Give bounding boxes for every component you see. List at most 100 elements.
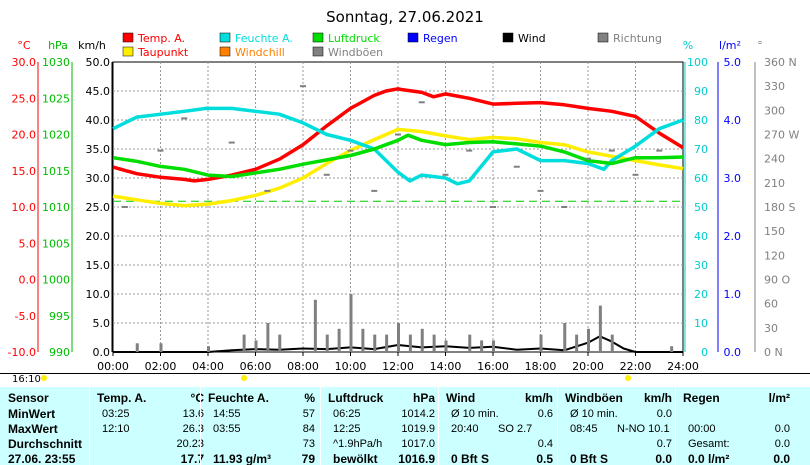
col-4-val-3: 0.0	[655, 452, 672, 465]
col-1-val-3: 79	[301, 452, 315, 465]
tick-press-7: 995	[49, 310, 70, 323]
tick-hum-4: 60	[694, 172, 708, 185]
tick-press-6: 1000	[42, 274, 70, 287]
col-0-time-0: 03:25	[102, 408, 130, 420]
x-label-3: 06:00	[240, 360, 272, 373]
col-5-val-3: 0.0	[773, 452, 790, 465]
tick-wind-10: 0.0	[93, 346, 111, 359]
gust-bar-19	[468, 334, 472, 352]
tick-wind-2: 40.0	[86, 114, 111, 127]
col-5-val-2: 0.0	[774, 438, 790, 450]
col-unit-1: %	[304, 391, 315, 405]
tick-temp-5: 5.0	[19, 237, 37, 250]
legend-swatch-1	[219, 32, 231, 43]
column-separator-4	[557, 387, 558, 465]
x-label-5: 10:00	[335, 360, 367, 373]
tick-rain-4: 1.0	[724, 288, 742, 301]
col-title-0: Temp. A.	[97, 391, 147, 405]
gust-bar-14	[397, 323, 400, 352]
legend-label-0: Temp. A.	[137, 32, 185, 45]
tick-press-0: 1030	[42, 56, 70, 69]
x-label-12: 24:00	[667, 360, 699, 373]
gust-bar-23	[563, 323, 567, 352]
tick-press-3: 1015	[42, 165, 70, 178]
gust-bar-15	[408, 334, 412, 352]
gust-bar-21	[492, 340, 495, 352]
direction-mark-9	[395, 133, 401, 136]
tick-dir-12: 0 N	[764, 346, 783, 359]
col-1-time-3: 11.93 g/m³	[213, 452, 272, 465]
unit-temp: °C	[17, 39, 31, 52]
col-2-time-1: 12:25	[333, 423, 361, 435]
gust-bar-7	[313, 299, 317, 352]
gust-bar-1	[159, 343, 163, 352]
legend-label-7: Windchill	[235, 46, 285, 59]
x-label-9: 18:00	[525, 360, 557, 373]
x-label-6: 12:00	[382, 360, 414, 373]
series-line-3	[112, 133, 684, 179]
sunrise-label: 16:10	[12, 374, 41, 385]
direction-mark-13	[490, 206, 496, 208]
tick-dir-11: 30	[764, 322, 778, 335]
legend-swatch-0	[122, 32, 134, 43]
tick-press-5: 1005	[42, 237, 70, 250]
x-label-11: 22:00	[620, 360, 652, 373]
x-label-10: 20:00	[572, 360, 604, 373]
gust-bar-16	[420, 328, 424, 352]
gust-bar-27	[610, 334, 614, 352]
series-layer	[112, 85, 684, 353]
chart-title: Sonntag, 27.06.2021	[326, 8, 484, 26]
gust-bar-26	[598, 305, 602, 352]
legend-label-5: Richtung	[613, 32, 662, 45]
col-unit-5: l/m²	[768, 391, 790, 405]
legend-label-1: Feuchte A.	[235, 32, 293, 45]
col-2-time-0: 06:25	[333, 408, 361, 420]
tick-wind-7: 15.0	[86, 259, 111, 272]
col-4-time-0: Ø 10 min.	[570, 408, 618, 420]
gust-bar-28	[670, 346, 674, 352]
gust-bar-9	[337, 328, 341, 352]
row-label-4: 27.06. 23:55	[8, 452, 76, 465]
col-0-val-1: 26.3	[182, 423, 204, 435]
tick-dir-8: 120	[764, 249, 785, 262]
gust-bar-8	[325, 334, 329, 352]
tick-hum-3: 70	[694, 143, 708, 156]
gust-bar-0	[135, 343, 139, 352]
col-title-4: Windböen	[565, 391, 623, 405]
tick-dir-1: 330	[764, 80, 785, 93]
column-separator-5	[675, 387, 676, 465]
tick-wind-4: 30.0	[86, 172, 111, 185]
col-2-val-0: 1014.2	[401, 408, 435, 420]
row-label-2: MaxWert	[8, 422, 58, 436]
direction-mark-20	[656, 149, 663, 152]
gust-bar-18	[444, 340, 448, 352]
direction-mark-5	[300, 85, 306, 88]
legend-swatch-3	[407, 32, 419, 43]
gust-bar-11	[361, 328, 365, 352]
unit-press: hPa	[48, 39, 68, 52]
tick-wind-6: 20.0	[86, 230, 111, 243]
tick-dir-3: 270 W	[764, 129, 799, 142]
tick-rain-3: 2.0	[724, 230, 742, 243]
legend-label-6: Taupunkt	[137, 46, 189, 59]
legend-label-2: Luftdruck	[328, 32, 380, 45]
col-3-time-1: 20:40	[451, 423, 479, 435]
tick-hum-5: 50	[694, 201, 708, 214]
tick-hum-0: 100	[687, 56, 708, 69]
col-5-time-3: 0.0 l/m²	[688, 452, 730, 465]
tick-wind-1: 45.0	[86, 85, 111, 98]
col-0-time-1: 12:10	[102, 423, 130, 435]
col-unit-2: hPa	[412, 391, 435, 405]
chart-bottom-rule	[0, 373, 810, 374]
tick-rain-5: 0.0	[724, 346, 742, 359]
direction-mark-2	[181, 117, 188, 120]
col-3-time-3: 0 Bft S	[451, 452, 490, 465]
col-2-val-1: 1019.9	[401, 423, 435, 435]
x-label-8: 16:00	[477, 360, 509, 373]
col-2-time-2: ^1.9hPa/h	[333, 438, 383, 450]
tick-temp-6: 0.0	[19, 274, 37, 287]
col-0-val-0: 13.6	[182, 408, 204, 420]
sun-marker-1	[241, 375, 247, 381]
col-3-val-2: 0.4	[537, 438, 553, 450]
left-axes: 30.0 25.0 20.0 15.0 10.0 5.0 0.0 -5.0 -10.0 1030 1…	[8, 39, 113, 359]
